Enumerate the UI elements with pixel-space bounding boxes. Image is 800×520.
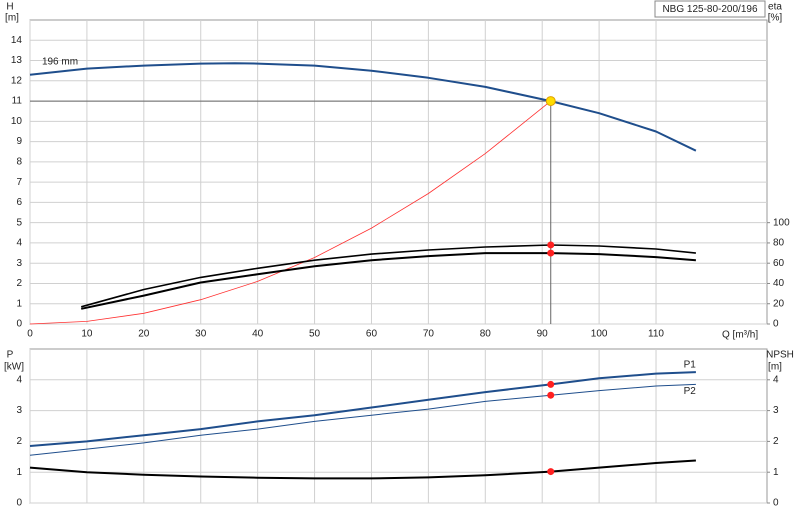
duty-marker (547, 468, 555, 476)
y2-tick-label: 100 (773, 217, 790, 228)
y2-tick-label: 2 (773, 436, 779, 447)
y2-axis-label: NPSH (766, 350, 794, 361)
y-tick-label: 6 (16, 197, 22, 208)
chart-title: NBG 125-80-200/196 (662, 4, 758, 15)
y2-tick-label: 40 (773, 278, 785, 289)
y2-tick-label: 4 (773, 374, 779, 385)
y-tick-label: 0 (16, 498, 22, 509)
series-label: 196 mm (42, 56, 78, 67)
series-line (80, 252, 696, 310)
x-tick-label: 90 (537, 329, 549, 340)
series-line (29, 371, 696, 447)
duty-marker (547, 391, 555, 399)
x-tick-label: 70 (423, 329, 435, 340)
y2-tick-label: 20 (773, 298, 785, 309)
x-axis-label: Q [m³/h] (722, 330, 758, 341)
x-tick-label: 110 (648, 329, 664, 340)
y-axis-label: H (6, 2, 13, 13)
y-axis-unit: [kW] (4, 362, 24, 373)
y-tick-label: 3 (16, 258, 22, 269)
y-tick-label: 1 (16, 298, 22, 309)
duty-point (545, 96, 556, 107)
x-tick-label: 60 (366, 329, 378, 340)
y-tick-label: 10 (11, 116, 23, 127)
series-label: P1 (684, 360, 697, 371)
y-tick-label: 4 (16, 374, 22, 385)
series-line (80, 244, 696, 308)
y2-tick-label: 0 (773, 498, 779, 509)
y-tick-label: 4 (16, 238, 22, 249)
y-tick-label: 3 (16, 405, 22, 416)
y2-tick-label: 0 (773, 319, 779, 330)
y2-tick-label: 3 (773, 405, 779, 416)
series-label: P2 (684, 386, 697, 397)
y-tick-label: 9 (16, 136, 22, 147)
x-tick-label: 100 (591, 329, 608, 340)
y-tick-label: 1 (16, 467, 22, 478)
series-line (29, 62, 697, 152)
y-tick-label: 8 (16, 157, 22, 168)
x-tick-label: 10 (81, 329, 93, 340)
y2-axis-label: eta (768, 2, 782, 13)
y2-tick-label: 80 (773, 238, 785, 249)
y-tick-label: 5 (16, 217, 22, 228)
y2-axis-unit: [%] (768, 13, 783, 24)
x-tick-label: 20 (138, 329, 150, 340)
x-tick-label: 80 (480, 329, 492, 340)
y-tick-label: 13 (11, 55, 23, 66)
duty-marker (547, 241, 555, 249)
duty-marker (547, 249, 555, 257)
y-tick-label: 0 (16, 319, 22, 330)
x-tick-label: 50 (309, 329, 321, 340)
y-tick-label: 11 (12, 96, 23, 107)
y-tick-label: 7 (16, 177, 22, 188)
x-tick-label: 0 (27, 329, 33, 340)
y-axis-unit: [m] (5, 13, 19, 24)
y-tick-label: 2 (16, 278, 22, 289)
y2-axis-unit: [m] (768, 362, 782, 373)
duty-marker (547, 380, 555, 388)
x-tick-label: 30 (195, 329, 207, 340)
y-tick-label: 14 (11, 35, 23, 46)
y2-tick-label: 1 (773, 467, 779, 478)
series-line (29, 383, 696, 456)
series-line (29, 459, 696, 480)
y-tick-label: 2 (16, 436, 22, 447)
y-tick-label: 12 (11, 75, 23, 86)
title-box (654, 0, 766, 18)
series-line (29, 100, 551, 325)
y2-tick-label: 60 (773, 258, 785, 269)
y-axis-label: P (7, 350, 14, 361)
x-tick-label: 40 (252, 329, 264, 340)
